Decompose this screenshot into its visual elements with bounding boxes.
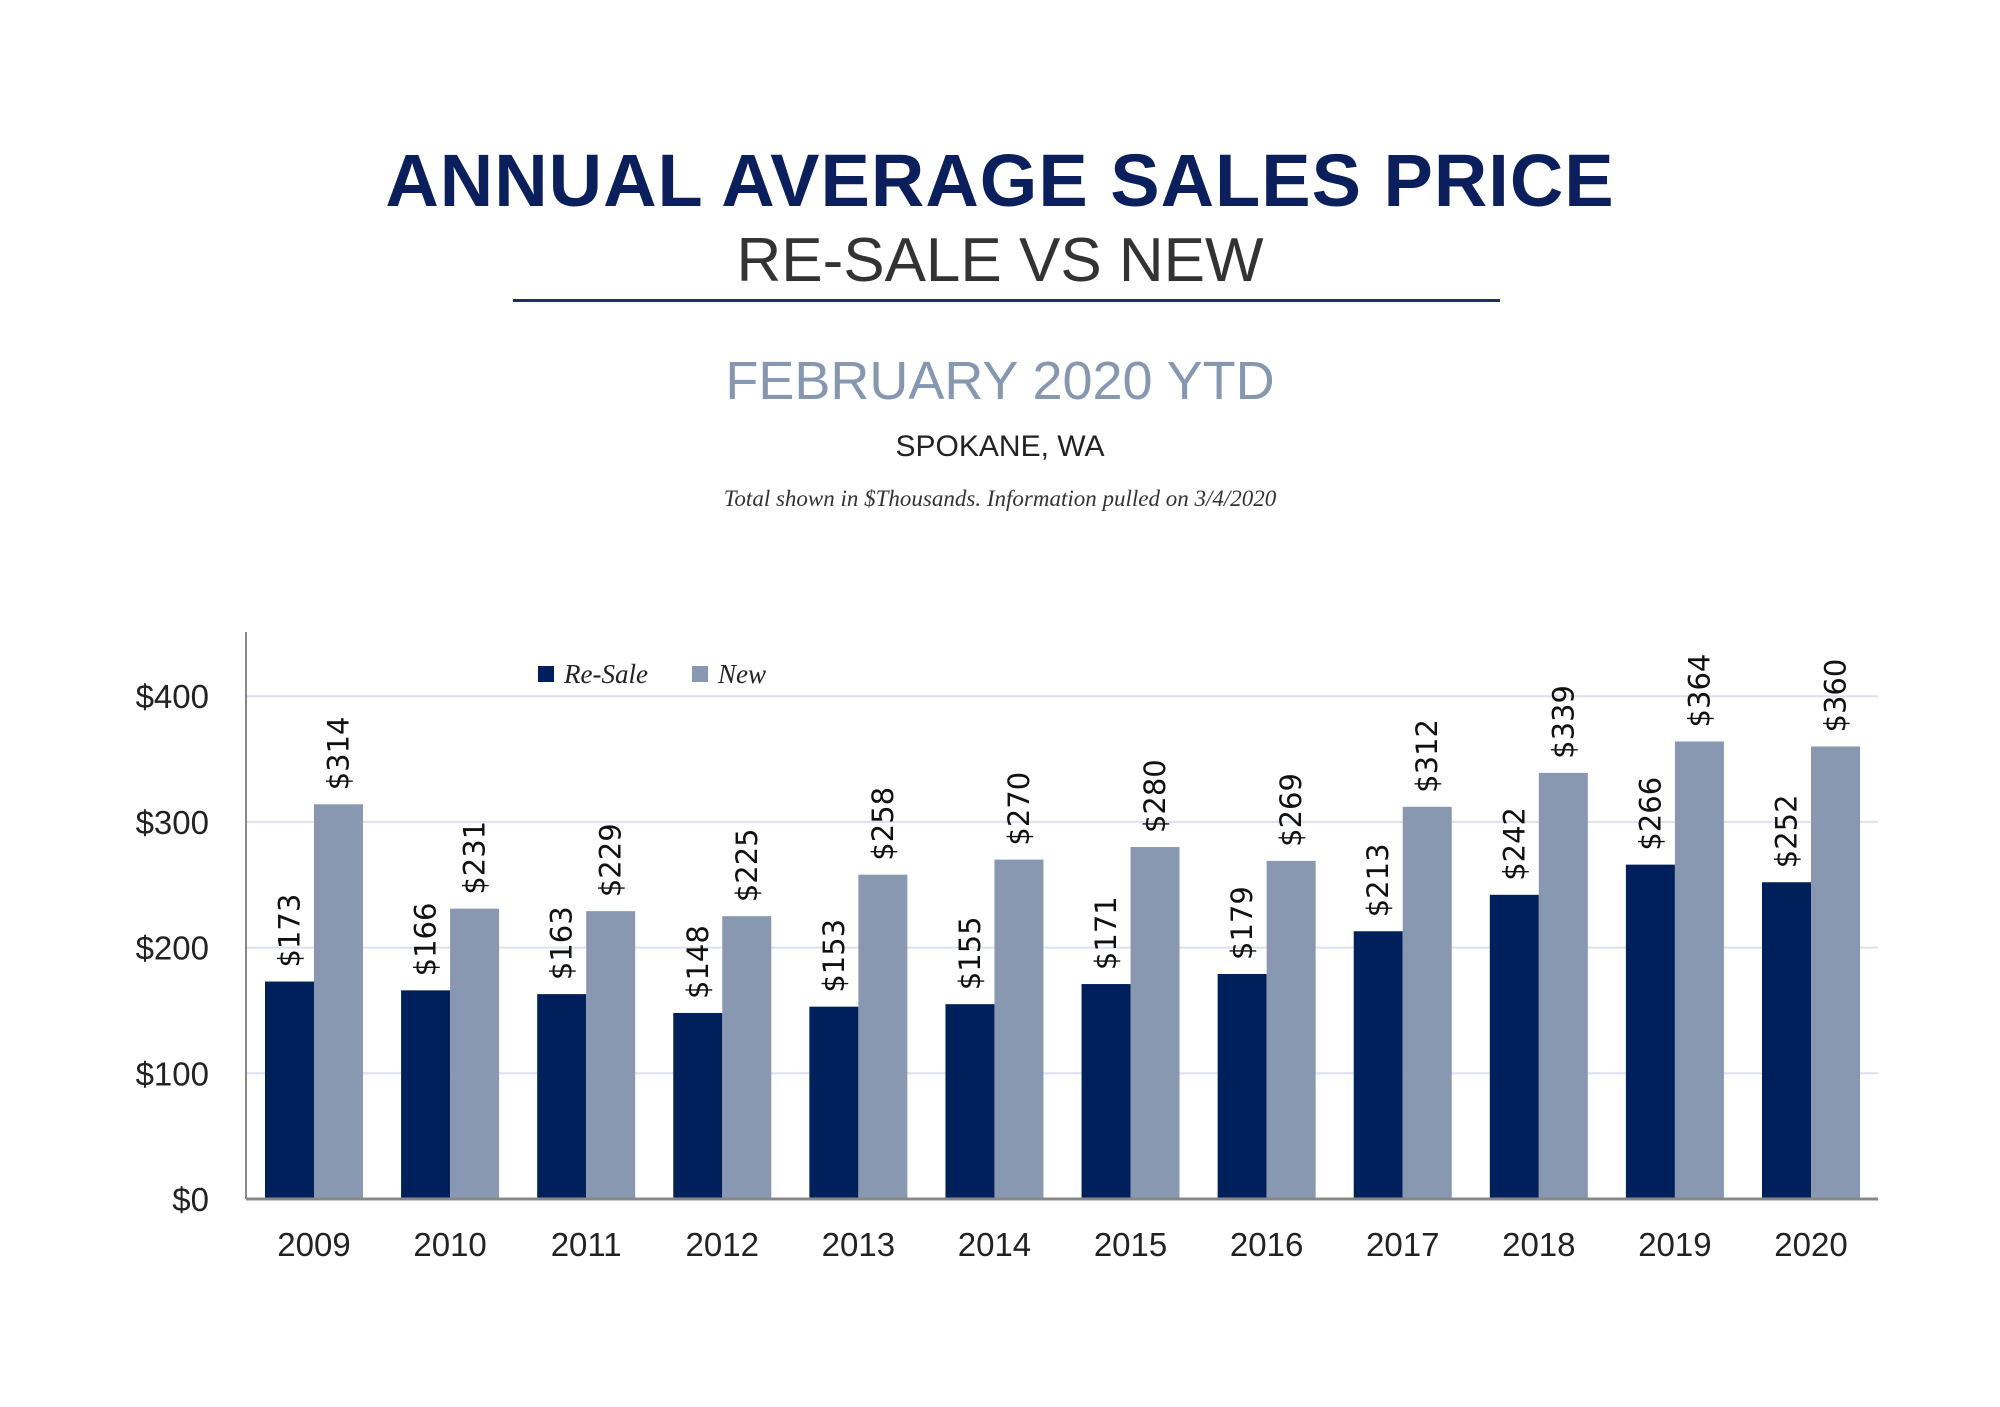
data-label: $280: [1138, 759, 1172, 833]
bar-re-sale-2014: [945, 1004, 995, 1199]
bar-re-sale-2016: [1217, 973, 1267, 1199]
legend-label: Re-Sale: [563, 659, 648, 689]
bar-re-sale-2013: [809, 1006, 859, 1199]
x-tick-label: 2013: [822, 1226, 895, 1263]
data-label: $242: [1497, 807, 1531, 881]
bar-re-sale-2018: [1489, 894, 1539, 1199]
legend-swatch-new: [692, 666, 708, 682]
data-label: $231: [458, 821, 492, 895]
title-divider: [513, 299, 1500, 302]
y-tick-label: $0: [172, 1181, 209, 1218]
data-label: $166: [409, 903, 443, 977]
x-tick-label: 2017: [1366, 1226, 1439, 1263]
x-tick-label: 2011: [551, 1226, 622, 1263]
data-label: $270: [1002, 772, 1036, 846]
data-label: $155: [953, 916, 987, 990]
bar-re-sale-2015: [1081, 984, 1131, 1199]
x-tick-label: 2020: [1774, 1226, 1847, 1263]
legend-swatch-re-sale: [538, 666, 554, 682]
x-tick-label: 2018: [1502, 1226, 1575, 1263]
x-tick-label: 2019: [1638, 1226, 1711, 1263]
data-label: $229: [594, 823, 628, 897]
y-tick-label: $200: [136, 930, 209, 967]
bar-new-2016: [1266, 860, 1316, 1199]
bar-re-sale-2010: [401, 990, 451, 1199]
bar-new-2009: [314, 804, 363, 1199]
bar-re-sale-2012: [673, 1012, 723, 1199]
x-tick-label: 2014: [958, 1226, 1031, 1263]
x-tick-label: 2015: [1094, 1226, 1167, 1263]
data-label: $179: [1225, 886, 1259, 960]
data-label: $171: [1089, 896, 1123, 970]
data-label: $312: [1410, 719, 1444, 793]
bar-re-sale-2020: [1762, 882, 1811, 1199]
bar-new-2010: [450, 908, 500, 1199]
data-label: $314: [322, 716, 356, 790]
data-label: $148: [681, 925, 715, 999]
bar-new-2015: [1130, 847, 1180, 1199]
bar-re-sale-2019: [1625, 864, 1675, 1199]
bar-re-sale-2011: [537, 994, 587, 1199]
data-label: $163: [545, 906, 579, 980]
data-label: $153: [817, 919, 851, 993]
data-label: $252: [1770, 794, 1804, 868]
units-note: Total shown in $Thousands. Information p…: [723, 486, 1277, 511]
bar-new-2014: [994, 859, 1044, 1199]
data-label: $360: [1819, 659, 1853, 733]
bar-re-sale-2017: [1353, 931, 1403, 1199]
y-tick-label: $300: [136, 804, 209, 841]
bar-new-2018: [1538, 772, 1588, 1199]
chart-title: ANNUAL AVERAGE SALES PRICE: [385, 139, 1615, 222]
data-label: $269: [1274, 773, 1308, 847]
x-tick-label: 2010: [413, 1226, 486, 1263]
data-label: $364: [1682, 654, 1716, 728]
bar-new-2011: [586, 911, 636, 1199]
x-tick-label: 2012: [686, 1226, 759, 1263]
bar-new-2017: [1402, 806, 1452, 1199]
chart-subtitle: RE-SALE VS NEW: [736, 226, 1264, 295]
period-label: FEBRUARY 2020 YTD: [725, 351, 1275, 411]
data-label: $225: [730, 828, 764, 902]
data-label: $339: [1546, 685, 1580, 759]
bar-re-sale-2009: [265, 981, 314, 1199]
data-label: $213: [1361, 843, 1395, 917]
legend-label: New: [717, 659, 766, 689]
y-tick-label: $400: [136, 678, 209, 715]
data-label: $258: [866, 787, 900, 861]
x-tick-label: 2016: [1230, 1226, 1303, 1263]
bar-new-2019: [1674, 741, 1724, 1199]
data-label: $266: [1633, 777, 1667, 851]
bar-new-2012: [722, 916, 772, 1199]
y-tick-label: $100: [136, 1055, 209, 1092]
location-label: SPOKANE, WA: [895, 430, 1105, 463]
bar-new-2020: [1811, 746, 1860, 1199]
bar-new-2013: [858, 874, 908, 1199]
data-label: $173: [273, 894, 307, 968]
x-tick-label: 2009: [277, 1226, 350, 1263]
